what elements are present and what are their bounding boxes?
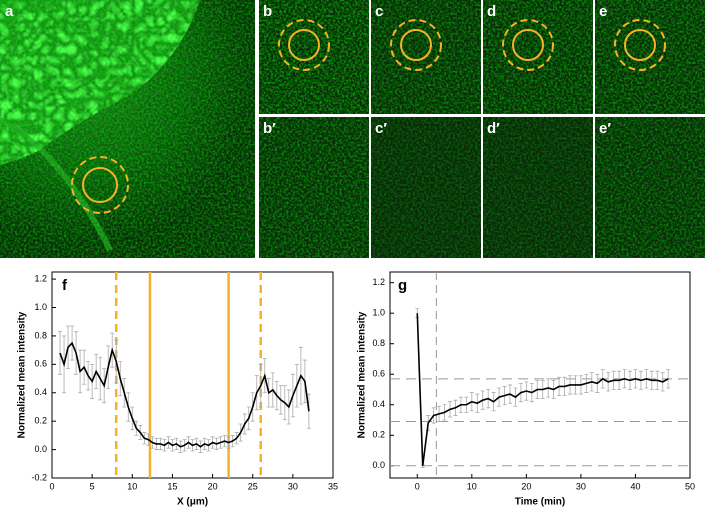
data-line	[416, 313, 669, 466]
y-tick-label: 0.8	[34, 330, 47, 340]
x-tick-label: 10	[127, 481, 137, 491]
panel-label: e	[599, 3, 607, 20]
x-tick-label: 30	[576, 481, 586, 491]
panel-label: b	[263, 3, 272, 20]
panel-label: e′	[599, 120, 611, 137]
roi-ring	[502, 19, 554, 71]
panel-label: c	[375, 3, 383, 20]
y-tick-label: 1.2	[372, 277, 385, 287]
y-tick-label: 0.4	[372, 399, 385, 409]
image-noise	[483, 117, 593, 258]
roi-circle	[400, 29, 432, 61]
y-tick-label: 0.6	[34, 359, 47, 369]
x-tick-label: 15	[167, 481, 177, 491]
x-tick-label: 20	[208, 481, 218, 491]
data-line	[59, 341, 310, 448]
image-panels: a	[0, 0, 255, 258]
x-tick-label: 40	[630, 481, 640, 491]
x-axis-label: X (μm)	[177, 497, 208, 508]
error-bar	[666, 369, 671, 389]
x-tick-label: 0	[49, 481, 54, 491]
x-tick-label: 0	[415, 481, 420, 491]
image-noise	[259, 117, 369, 258]
y-tick-label: 1.0	[34, 302, 47, 312]
roi-ring	[390, 19, 442, 71]
panel-label: d′	[487, 120, 500, 137]
x-tick-label: 20	[521, 481, 531, 491]
panel-label: c′	[375, 120, 387, 137]
plot-frame	[389, 271, 691, 479]
plot-frame	[51, 271, 334, 479]
panel-label: d	[487, 3, 496, 20]
y-tick-label: 0.0	[34, 444, 47, 454]
roi-circle	[288, 29, 320, 61]
x-tick-label: 35	[328, 481, 338, 491]
y-tick-label: -0.2	[31, 472, 47, 482]
y-tick-label: 1.0	[372, 308, 385, 318]
roi-ring	[614, 19, 666, 71]
y-axis-label: Normalized mean intensity	[17, 311, 28, 438]
noise	[0, 0, 255, 258]
x-axis-label: Time (min)	[515, 497, 565, 508]
panel-label: b′	[263, 120, 276, 137]
roi-circle	[512, 29, 544, 61]
y-tick-label: 0.8	[372, 338, 385, 348]
y-tick-label: 0.0	[372, 460, 385, 470]
image-noise	[371, 117, 481, 258]
x-tick-label: 5	[90, 481, 95, 491]
image-noise	[595, 117, 705, 258]
x-tick-label: 10	[467, 481, 477, 491]
y-tick-label: 0.4	[34, 387, 47, 397]
panel-label: g	[398, 277, 407, 294]
roi-circle	[624, 29, 656, 61]
panel-label: f	[62, 277, 68, 294]
y-tick-label: 0.6	[372, 369, 385, 379]
y-axis-label: Normalized mean intensity	[357, 311, 368, 438]
panel-label: a	[5, 3, 14, 20]
y-tick-label: 0.2	[372, 430, 385, 440]
x-tick-label: 50	[685, 481, 695, 491]
roi-ring	[71, 156, 129, 214]
x-tick-label: 25	[248, 481, 258, 491]
y-tick-label: 1.2	[34, 273, 47, 283]
roi-ring	[278, 19, 330, 71]
y-tick-label: 0.2	[34, 416, 47, 426]
x-tick-label: 30	[288, 481, 298, 491]
roi-circle	[82, 167, 118, 203]
